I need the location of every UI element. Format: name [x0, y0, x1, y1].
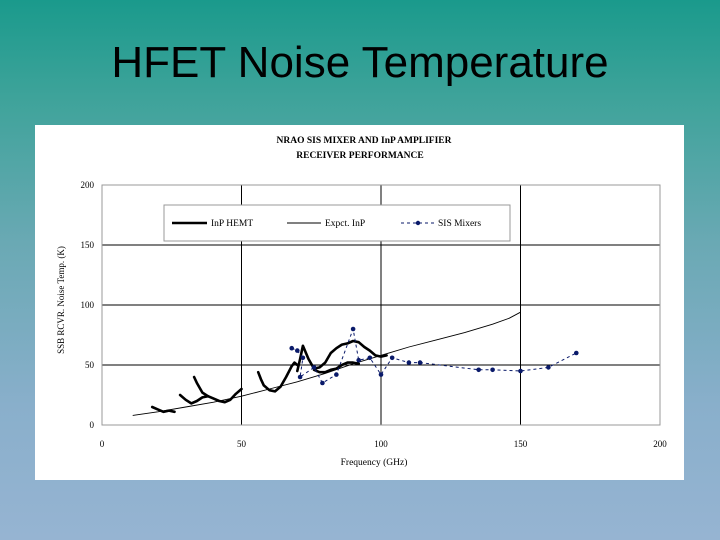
data-layer [132, 311, 579, 416]
legend-label-expct-inp: Expct. InP [325, 219, 365, 229]
series-inp-hemt-line [256, 361, 299, 393]
chart-svg: NRAO SIS MIXER AND InP AMPLIFIER RECEIVE… [56, 136, 668, 468]
slide-title: HFET Noise Temperature [111, 38, 609, 87]
sis-mixers-point [546, 365, 551, 370]
x-axis-label: Frequency (GHz) [341, 457, 408, 468]
sis-mixers-point [297, 374, 303, 380]
y-axis-label: SSB RCVR. Noise Temp. (K) [56, 246, 66, 354]
x-tick-label: 150 [514, 439, 528, 449]
sis-mixers-point [356, 357, 361, 363]
legend-box [163, 204, 511, 242]
sis-mixers-point [311, 365, 317, 370]
sis-mixers-point [350, 326, 356, 332]
sis-mixers-point [367, 355, 373, 361]
series-inp-hemt-line [312, 361, 361, 374]
legend-marker-sis-mixers [415, 220, 421, 226]
x-tick-label: 200 [653, 439, 667, 449]
chart-figure: NRAO SIS MIXER AND InP AMPLIFIER RECEIVE… [35, 125, 684, 480]
sis-mixers-point [518, 368, 523, 374]
sis-mixers-point [300, 355, 306, 361]
x-tick-label: 0 [100, 439, 105, 449]
sis-mixers-point [490, 367, 495, 373]
legend-label-sis-mixers: SIS Mixers [438, 219, 481, 229]
sis-mixers-point [417, 360, 423, 365]
y-tick-label: 200 [81, 180, 95, 190]
sis-mixers-point [295, 348, 300, 353]
sis-mixers-point [389, 355, 395, 361]
series-expct-inp-line [132, 311, 521, 416]
sis-mixers-point [334, 372, 339, 377]
y-tick-label: 150 [81, 240, 95, 250]
sis-mixers-point [574, 350, 579, 356]
plot-frame [101, 184, 661, 426]
sis-mixers-point [320, 380, 325, 386]
series-inp-hemt-line [192, 375, 210, 398]
legend: InP HEMT Expct. InP SIS Mixers [163, 204, 511, 242]
chart-title: NRAO SIS MIXER AND InP AMPLIFIER [277, 136, 452, 146]
sis-mixers-point [476, 367, 481, 373]
y-tick-label: 100 [81, 300, 95, 310]
y-tick-label: 50 [85, 360, 95, 370]
chart-subtitle: RECEIVER PERFORMANCE [296, 151, 423, 161]
series-inp-hemt-line [178, 387, 243, 405]
sis-mixers-point [289, 345, 295, 351]
series-inp-hemt-line [295, 339, 388, 373]
y-tick-label: 0 [90, 420, 95, 430]
sis-mixers-point [406, 360, 412, 365]
legend-label-inp-hemt: InP HEMT [211, 219, 253, 229]
x-tick-label: 100 [374, 439, 388, 449]
tick-labels: 0 50 100 150 200 0 50 100 150 200 [81, 180, 668, 449]
x-tick-label: 50 [237, 439, 247, 449]
series-inp-hemt-line [150, 405, 176, 414]
sis-mixers-point [378, 372, 384, 377]
